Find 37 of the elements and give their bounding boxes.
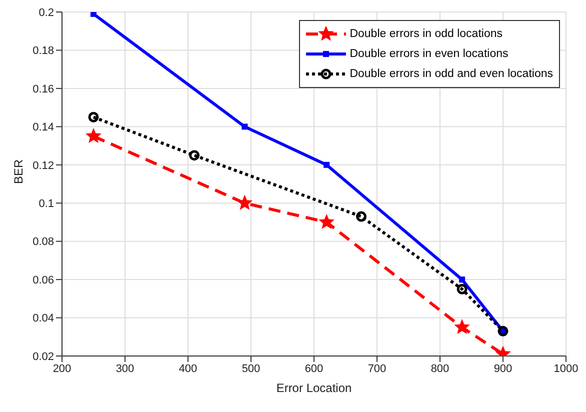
point bbox=[189, 150, 200, 161]
point bbox=[459, 276, 466, 283]
point bbox=[498, 326, 508, 336]
y-tick-label: 0.2 bbox=[38, 6, 54, 19]
y-tick-label: 0.18 bbox=[32, 45, 54, 58]
x-tick-label: 500 bbox=[242, 362, 260, 375]
point bbox=[242, 124, 248, 130]
x-tick-label: 200 bbox=[52, 362, 72, 375]
x-tick-label: 300 bbox=[116, 362, 134, 375]
point bbox=[454, 320, 470, 334]
x-axis-title: Error Location bbox=[276, 381, 352, 395]
x-tick-label: 1000 bbox=[554, 362, 578, 375]
legend-label: Double errors in even locations bbox=[350, 48, 508, 60]
y-tick-label: 0.1 bbox=[38, 198, 54, 210]
y-tick-label: 0.06 bbox=[32, 274, 54, 286]
y-tick-label: 0.08 bbox=[32, 236, 54, 248]
point bbox=[90, 12, 96, 17]
point bbox=[238, 196, 252, 210]
legend-label: Double errors in odd locations bbox=[350, 28, 502, 40]
x-tick-label: 800 bbox=[430, 362, 450, 375]
y-tick-label: 0.12 bbox=[32, 160, 54, 172]
point bbox=[356, 211, 366, 222]
point bbox=[456, 284, 468, 294]
legend-label: Double errors in odd and even locations bbox=[350, 68, 553, 80]
x-tick-label: 400 bbox=[178, 362, 198, 375]
point bbox=[86, 128, 101, 142]
y-tick-label: 0.14 bbox=[32, 122, 54, 134]
x-tick-label: 900 bbox=[494, 362, 512, 375]
x-tick-label: 700 bbox=[368, 362, 386, 375]
y-tick-label: 0.16 bbox=[32, 83, 54, 96]
point bbox=[319, 214, 334, 228]
x-tick-label: 600 bbox=[304, 362, 324, 375]
point bbox=[324, 162, 330, 168]
point bbox=[88, 112, 99, 122]
y-tick-label: 0.04 bbox=[32, 312, 54, 325]
y-axis-title: BER bbox=[11, 158, 26, 184]
y-tick-label: 0.02 bbox=[32, 350, 54, 363]
